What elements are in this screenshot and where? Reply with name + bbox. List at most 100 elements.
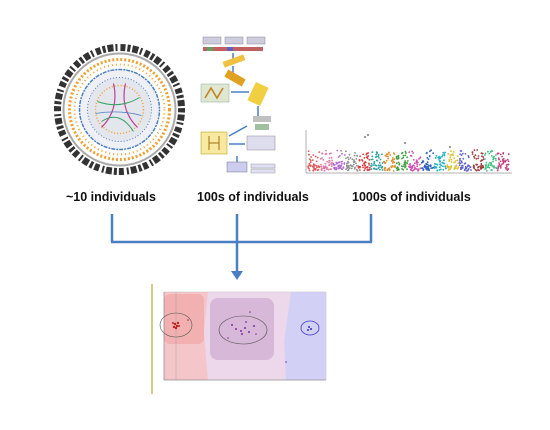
- manhattan-point: [417, 169, 419, 172]
- manhattan-point: [445, 167, 447, 170]
- manhattan-point: [485, 161, 488, 164]
- manhattan-point: [418, 163, 421, 166]
- manhattan-point: [425, 163, 428, 166]
- manhattan-point: [363, 169, 365, 172]
- manhattan-point: [396, 158, 399, 160]
- manhattan-point: [312, 163, 315, 166]
- manhattan-point: [336, 149, 339, 152]
- manhattan-point: [403, 165, 405, 168]
- manhattan-point: [442, 168, 445, 171]
- manhattan-peak-point: [404, 142, 406, 144]
- manhattan-point: [401, 168, 403, 170]
- manhattan-point: [422, 160, 424, 163]
- manhattan-point: [477, 168, 479, 171]
- manhattan-point: [384, 167, 387, 169]
- manhattan-point: [429, 150, 431, 153]
- manhattan-point: [363, 157, 366, 159]
- manhattan-point: [484, 152, 487, 155]
- manhattan-point: [381, 153, 383, 156]
- manhattan-point: [375, 164, 378, 167]
- manhattan-point: [473, 166, 475, 169]
- manhattan-point: [470, 169, 472, 171]
- manhattan-point: [416, 165, 418, 168]
- manhattan-point: [324, 162, 327, 165]
- manhattan-point: [484, 168, 486, 170]
- manhattan-point: [491, 150, 494, 152]
- manhattan-point: [413, 168, 416, 171]
- manhattan-point: [413, 162, 416, 165]
- manhattan-point: [314, 155, 317, 158]
- manhattan-point: [345, 157, 347, 160]
- manhattan-point: [350, 167, 353, 170]
- manhattan-point: [442, 162, 445, 165]
- manhattan-point: [308, 164, 311, 167]
- manhattan-point: [481, 155, 483, 158]
- manhattan-point: [430, 149, 432, 152]
- manhattan-point: [343, 154, 346, 156]
- manhattan-point: [406, 168, 408, 171]
- manhattan-point: [347, 158, 350, 160]
- manhattan-point: [484, 164, 487, 166]
- manhattan-point: [475, 158, 478, 160]
- manhattan-point: [441, 155, 443, 158]
- manhattan-point: [320, 165, 323, 168]
- manhattan-point: [375, 155, 378, 158]
- manhattan-point: [482, 166, 485, 169]
- manhattan-point: [390, 160, 393, 162]
- manhattan-point: [432, 152, 435, 155]
- manhattan-point: [356, 168, 358, 171]
- manhattan-point: [499, 160, 502, 163]
- manhattan-point: [404, 166, 406, 169]
- manhattan-point: [498, 163, 501, 166]
- manhattan-point: [395, 162, 398, 165]
- manhattan-point: [481, 152, 484, 155]
- manhattan-point: [350, 165, 353, 167]
- manhattan-point: [309, 161, 312, 164]
- manhattan-point: [459, 153, 462, 155]
- manhattan-point: [353, 167, 356, 170]
- label-100s-individuals: 100s of individuals: [197, 190, 309, 204]
- manhattan-point: [368, 162, 370, 165]
- manhattan-point: [447, 153, 450, 155]
- manhattan-point: [374, 164, 377, 167]
- manhattan-point: [449, 156, 452, 159]
- manhattan-point: [438, 157, 441, 160]
- manhattan-point: [307, 165, 309, 168]
- manhattan-point: [447, 166, 450, 169]
- manhattan-point: [426, 157, 429, 159]
- manhattan-point: [505, 164, 508, 166]
- manhattan-point: [499, 153, 502, 156]
- manhattan-point: [491, 169, 493, 171]
- manhattan-point: [337, 167, 340, 170]
- manhattan-point: [474, 154, 477, 157]
- manhattan-point: [480, 163, 483, 165]
- manhattan-point: [443, 154, 446, 157]
- manhattan-point: [409, 163, 412, 165]
- manhattan-point: [379, 164, 382, 167]
- manhattan-point: [477, 155, 480, 157]
- manhattan-point: [492, 158, 494, 161]
- manhattan-point: [460, 166, 463, 169]
- manhattan-point: [493, 166, 495, 169]
- manhattan-point: [391, 158, 394, 161]
- manhattan-point: [308, 169, 311, 172]
- manhattan-point: [354, 166, 356, 169]
- label-10-individuals: ~10 individuals: [66, 190, 156, 204]
- manhattan-point: [503, 160, 506, 163]
- manhattan-point: [387, 155, 389, 158]
- manhattan-point: [325, 149, 327, 152]
- manhattan-point: [386, 169, 389, 172]
- manhattan-point: [490, 162, 493, 164]
- manhattan-point: [488, 152, 491, 155]
- manhattan-point: [458, 161, 461, 163]
- manhattan-point: [506, 158, 509, 161]
- manhattan-point: [410, 155, 413, 157]
- manhattan-point: [404, 150, 407, 153]
- manhattan-point: [426, 167, 429, 169]
- manhattan-point: [326, 167, 329, 169]
- manhattan-point: [384, 162, 386, 165]
- manhattan-point: [475, 169, 478, 172]
- manhattan-point: [477, 157, 480, 160]
- manhattan-point: [490, 155, 493, 157]
- manhattan-point: [309, 159, 312, 162]
